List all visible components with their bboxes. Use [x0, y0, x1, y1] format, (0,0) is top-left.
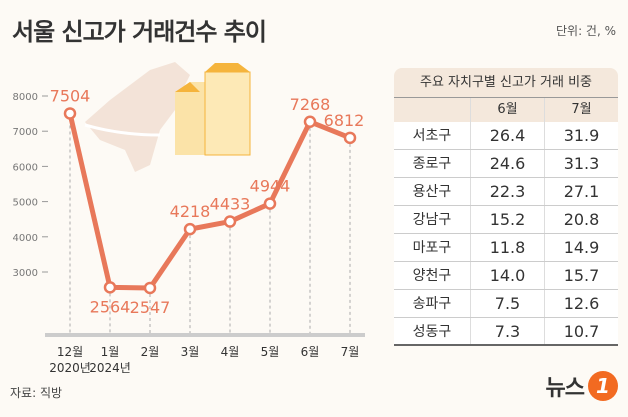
table-header-row: 6월 7월: [394, 98, 618, 122]
logo-text: 뉴스: [545, 376, 585, 401]
district-name: 용산구: [412, 184, 452, 200]
july-value: 14.9: [544, 234, 618, 261]
y-tick-label: 5000: [13, 198, 38, 209]
x-tick-label: 2월: [141, 345, 160, 359]
data-label: 4218: [170, 202, 211, 221]
data-point: [103, 281, 117, 294]
july-value: 27.1: [544, 178, 618, 205]
data-label: 4433: [210, 195, 251, 214]
july-value: 10.7: [544, 318, 618, 344]
data-point: [343, 131, 357, 145]
news1-logo: 뉴스 1: [546, 370, 618, 402]
x-axis: [45, 333, 365, 337]
july-value: 31.9: [544, 122, 618, 149]
table-row: 서초구 26.4 31.9: [394, 122, 618, 150]
data-label: 7504: [50, 86, 91, 105]
june-value: 11.8: [470, 234, 544, 261]
district-name: 종로구: [412, 156, 452, 172]
july-value: 15.7: [544, 262, 618, 289]
header-june: 6월: [470, 98, 544, 122]
july-value: 20.8: [544, 206, 618, 233]
x-tick-label: 12월: [57, 345, 83, 359]
data-point: [223, 215, 237, 228]
y-tick-label: 3000: [13, 268, 38, 279]
x-tick-label: 7월: [341, 345, 360, 359]
district-name: 마포구: [412, 240, 452, 256]
district-name: 성동구: [412, 324, 452, 340]
data-point: [183, 222, 197, 236]
district-name: 양천구: [412, 268, 452, 284]
x-tick-label: 5월: [261, 345, 280, 359]
table-row: 용산구 22.3 27.1: [394, 178, 618, 206]
y-tick-label: 8000: [13, 92, 38, 103]
july-value: 31.3: [544, 150, 618, 177]
y-tick-label: 7000: [13, 127, 38, 138]
june-value: 7.5: [470, 290, 544, 317]
june-value: 15.2: [470, 206, 544, 233]
table-title: 주요 자치구별 신고가 거래 비중: [394, 68, 618, 98]
x-tick-label: 3월: [181, 345, 200, 359]
x-tick-label: 2020년: [49, 361, 91, 375]
district-name: 서초구: [412, 128, 452, 144]
data-point: [63, 107, 77, 120]
data-point: [303, 115, 317, 129]
data-point: [263, 197, 277, 210]
unit-label: 단위: 건, %: [555, 24, 616, 38]
data-label: 4944: [250, 177, 291, 196]
district-share-table: 주요 자치구별 신고가 거래 비중 6월 7월 서초구 26.4 31.9 종로구 24…: [394, 68, 618, 346]
x-tick-label: 1월: [101, 345, 120, 359]
chart-title: 서울 신고가 거래건수 추이: [12, 18, 267, 46]
seoul-map-illustration: [84, 62, 190, 172]
y-tick-label: 4000: [13, 233, 38, 244]
data-label: 6812: [324, 111, 365, 130]
data-label: 2547: [130, 298, 171, 317]
district-name: 강남구: [412, 212, 452, 228]
july-value: 12.6: [544, 290, 618, 317]
header-july: 7월: [544, 98, 618, 122]
june-value: 14.0: [470, 262, 544, 289]
table-row: 송파구 7.5 12.6: [394, 290, 618, 318]
table-row: 마포구 11.8 14.9: [394, 234, 618, 262]
district-name: 송파구: [412, 296, 452, 312]
x-tick-label: 2024년: [89, 361, 131, 375]
june-value: 26.4: [470, 122, 544, 149]
data-point: [143, 281, 157, 295]
data-label: 2564: [90, 297, 131, 316]
june-value: 24.6: [470, 150, 544, 177]
table-row: 종로구 24.6 31.3: [394, 150, 618, 178]
source-label: 자료: 직방: [10, 386, 63, 400]
table-row: 성동구 7.3 10.7: [394, 318, 618, 346]
header-empty: [394, 98, 470, 122]
series-line: [67, 112, 351, 291]
june-value: 7.3: [470, 318, 544, 344]
apartment-buildings-illustration: [175, 63, 251, 156]
y-tick-label: 6000: [13, 162, 38, 173]
line-chart: 3000 4000 5000 6000 7000 8000 7504 12월 2020년 2564…: [13, 62, 365, 375]
data-label: 7268: [290, 95, 331, 114]
x-tick-label: 6월: [301, 345, 320, 359]
table-row: 강남구 15.2 20.8: [394, 206, 618, 234]
june-value: 22.3: [470, 178, 544, 205]
x-tick-label: 4월: [221, 345, 240, 359]
logo-badge: 1: [588, 371, 618, 401]
table-row: 양천구 14.0 15.7: [394, 262, 618, 290]
